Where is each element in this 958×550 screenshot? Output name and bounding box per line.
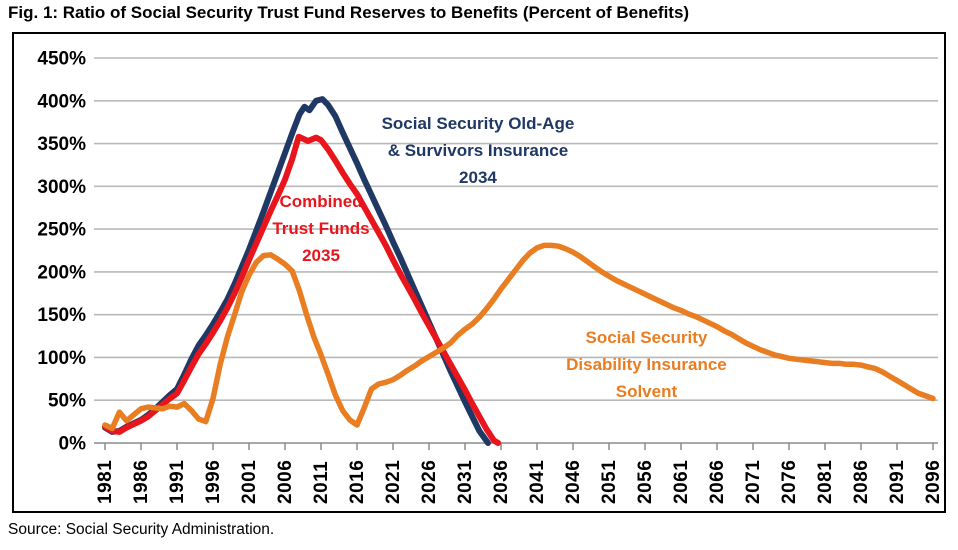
y-tick-label: 400%: [37, 91, 86, 112]
x-tick-label: 2046: [563, 460, 584, 504]
x-tick-label: 2061: [671, 460, 692, 504]
x-tick-label: 2076: [779, 460, 800, 504]
di-line: [102, 242, 936, 432]
x-tick-label: 1991: [167, 460, 188, 504]
chart-title: Fig. 1: Ratio of Social Security Trust F…: [8, 3, 690, 22]
x-axis: [94, 442, 938, 450]
x-tick-label: 2006: [275, 460, 296, 504]
oasi-annotation-line: & Survivors Insurance: [388, 141, 568, 160]
di-annotation-line: Solvent: [616, 382, 678, 401]
x-tick-label: 2041: [527, 460, 548, 504]
di-annotation-line: Disability Insurance: [566, 355, 727, 374]
combined-annotation-line: Trust Funds: [272, 219, 369, 238]
oasi-annotation-line: 2034: [459, 168, 497, 187]
x-tick-label: 2011: [311, 461, 332, 504]
y-axis-labels: 0% 50% 100% 150% 200% 250% 300% 350% 400% 450%: [37, 49, 86, 455]
x-tick-label: 2081: [815, 460, 836, 504]
series: [102, 96, 936, 446]
x-tick-label: 2016: [347, 460, 368, 504]
x-tick-label: 2091: [887, 460, 908, 504]
oasi-annotation: Social Security Old-Age & Survivors Insur…: [382, 114, 575, 187]
x-tick-label: 1986: [131, 460, 152, 504]
gridlines: [94, 57, 938, 402]
x-tick-label: 1996: [203, 460, 224, 504]
oasi-annotation-line: Social Security Old-Age: [382, 114, 575, 133]
x-tick-label: 2086: [851, 460, 872, 504]
x-tick-label: 2036: [491, 460, 512, 504]
y-tick-label: 0%: [59, 434, 87, 455]
x-tick-label: 2071: [743, 460, 764, 504]
combined-line: [102, 133, 502, 446]
y-tick-label: 150%: [37, 305, 86, 326]
x-tick-label: 2066: [707, 460, 728, 504]
x-tick-label: 2096: [923, 460, 944, 504]
combined-annotation-line: Combined: [279, 192, 362, 211]
y-tick-label: 250%: [37, 220, 86, 241]
y-tick-label: 200%: [37, 262, 86, 283]
y-tick-label: 300%: [37, 177, 86, 198]
combined-annotation-line: 2035: [302, 246, 340, 265]
y-tick-label: 450%: [37, 49, 86, 70]
combined-annotation: Combined Trust Funds 2035: [272, 192, 369, 265]
x-tick-label: 2021: [383, 460, 404, 504]
chart-svg: 0% 50% 100% 150% 200% 250% 300% 350% 400% 450% 198…: [37, 49, 944, 505]
annotations: Social Security Old-Age & Survivors Insur…: [272, 114, 726, 401]
y-tick-label: 100%: [37, 348, 86, 369]
x-tick-label: 2031: [455, 460, 476, 504]
x-tick-label: 2001: [239, 460, 260, 504]
y-tick-label: 50%: [48, 391, 86, 412]
di-annotation: Social Security Disability Insurance Solve…: [566, 328, 727, 401]
di-annotation-line: Social Security: [585, 328, 707, 347]
y-tick-label: 350%: [37, 134, 86, 155]
x-tick-label: 2051: [599, 460, 620, 504]
chart-area: 0% 50% 100% 150% 200% 250% 300% 350% 400% 450% 198…: [12, 32, 946, 513]
x-tick-label: 2026: [419, 460, 440, 504]
x-axis-labels: 1981 1986 1991 1996 2001 2006 2011 2016 2021 2026…: [95, 460, 944, 504]
source-note: Source: Social Security Administration.: [8, 521, 275, 538]
x-tick-label: 2056: [635, 460, 656, 504]
x-tick-label: 1981: [95, 460, 116, 504]
